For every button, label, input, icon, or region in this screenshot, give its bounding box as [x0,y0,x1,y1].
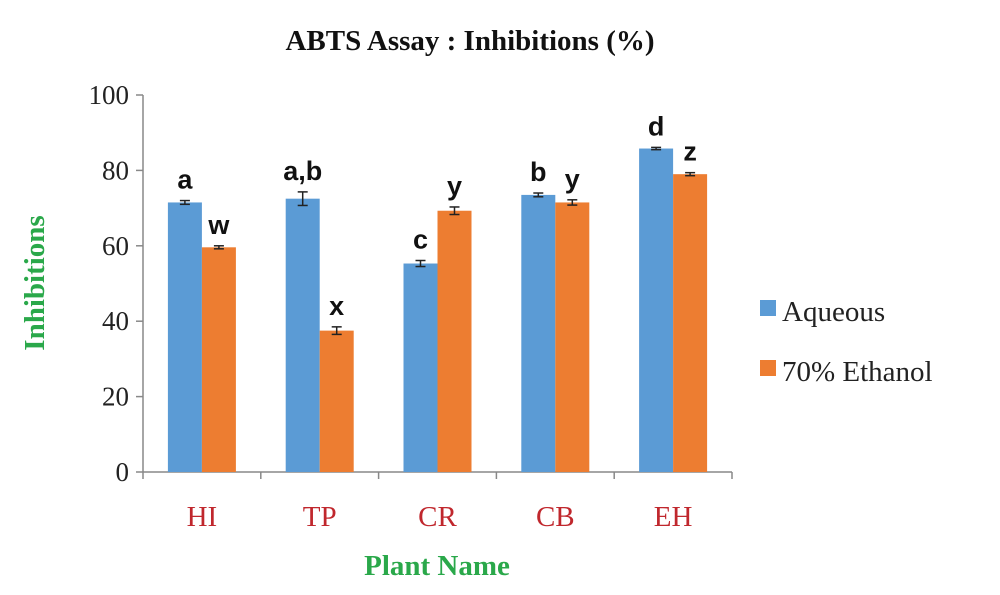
significance-letter: y [565,164,580,194]
bar-aqueous-cb [521,194,556,472]
y-tick-label: 80 [102,155,129,185]
bar-aqueous-cr [403,263,438,472]
significance-letter: y [447,171,462,201]
y-tick-label: 0 [116,457,130,487]
y-tick-label: 20 [102,382,129,412]
significance-letter: a,b [283,156,322,186]
bar-aqueous-tp [285,198,320,473]
y-tick-label: 60 [102,231,129,261]
y-axis-label: Inhibitions [19,215,51,350]
bar-70-ethanol-eh [673,174,708,473]
significance-letter: b [530,157,547,187]
significance-letter: a [177,165,193,195]
bar-70-ethanol-tp [319,330,354,472]
bar-aqueous-eh [639,148,674,472]
x-axis-label: Plant Name [364,550,510,582]
legend-label: Aqueous [782,296,885,328]
x-tick-label: TP [303,501,337,533]
y-tick-label: 40 [102,306,129,336]
bar-70-ethanol-hi [201,247,236,472]
legend-swatch [760,300,776,316]
significance-letter: x [329,291,344,321]
bar-70-ethanol-cb [555,202,590,472]
x-tick-label: CB [536,501,575,533]
x-tick-label: CR [418,501,457,533]
x-tick-label: EH [654,501,693,533]
chart-title: ABTS Assay : Inhibitions (%) [285,25,654,57]
bar-70-ethanol-cr [437,210,472,472]
y-tick-label: 100 [89,80,130,110]
legend-label: 70% Ethanol [782,356,933,388]
significance-letter: c [413,225,428,255]
significance-letter: w [207,210,230,240]
legend-swatch [760,360,776,376]
significance-letter: d [648,111,665,141]
x-tick-label: HI [187,501,218,533]
bar-aqueous-hi [167,202,202,472]
significance-letter: z [683,137,697,167]
legend: Aqueous 70% Ethanol [760,296,933,388]
